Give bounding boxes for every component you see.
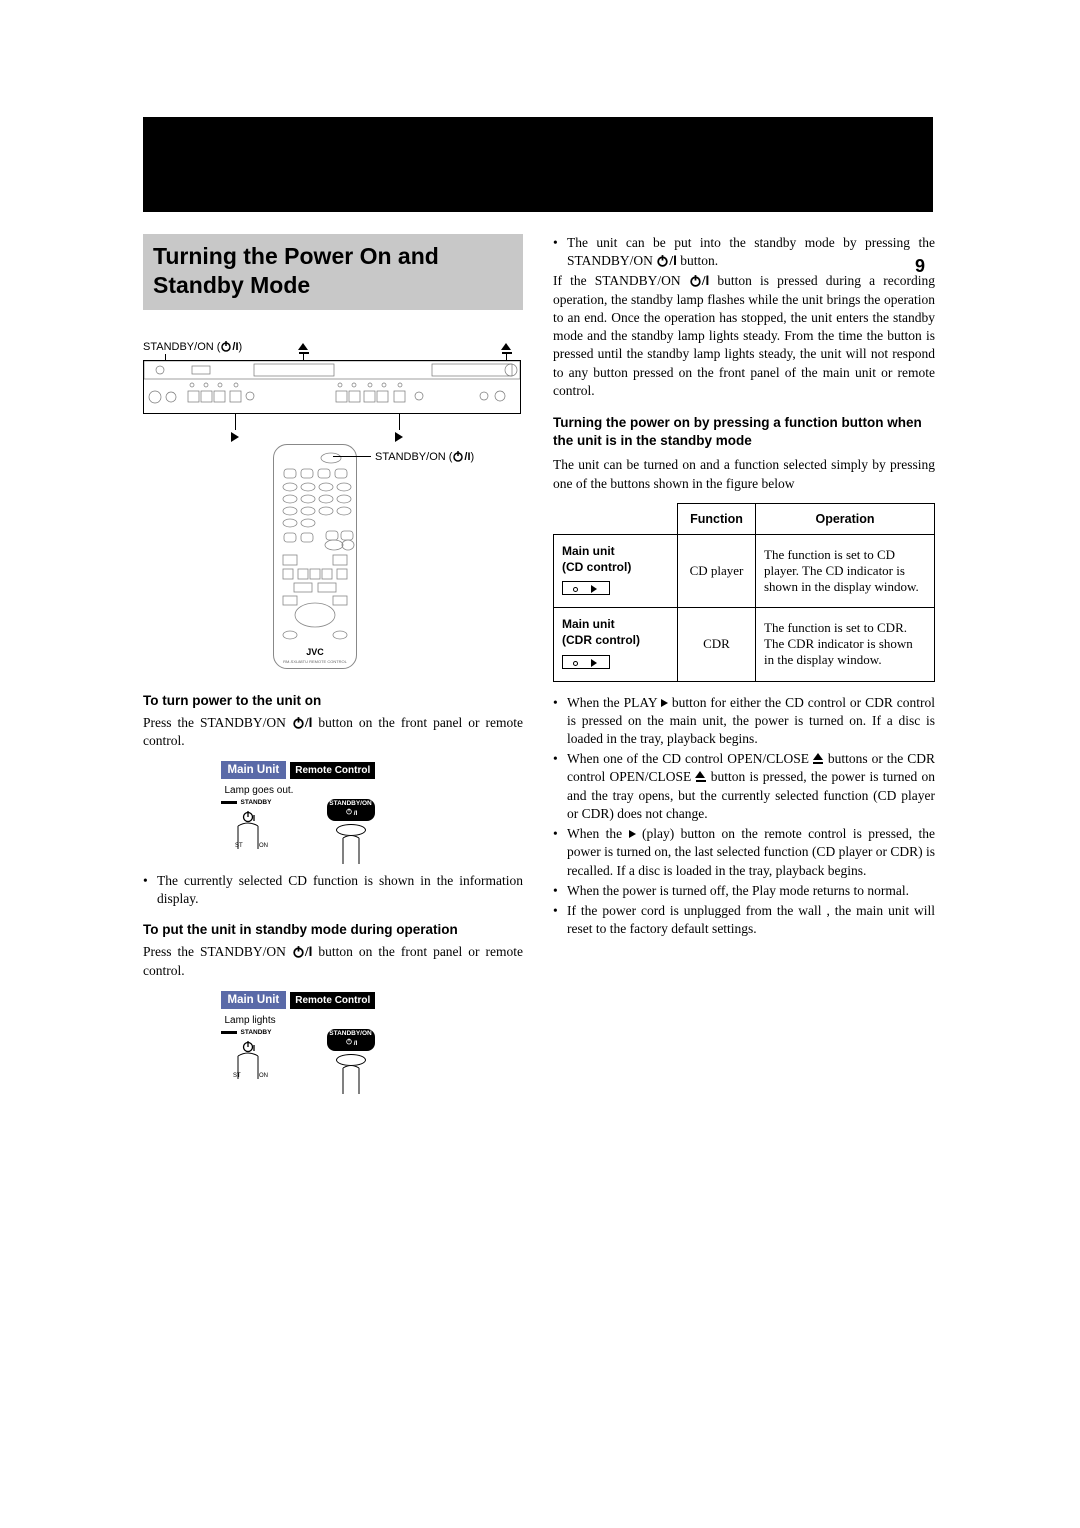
function-table: Function Operation Main unit(CD control)…: [553, 503, 935, 682]
play-icon: [629, 830, 636, 838]
power-icon: [656, 254, 669, 267]
main-unit-callouts: STANDBY/ON (/I): [143, 340, 523, 356]
power-icon: [452, 450, 464, 462]
para-press-standby-2: Press the STANDBY/ON /I button on the fr…: [143, 943, 523, 979]
mini-remote-standby: STANDBY/ON/I: [327, 1029, 375, 1094]
cell-op-cd: The function is set to CD player. The CD…: [756, 534, 935, 607]
bullet-list-1: The currently selected CD function is sh…: [143, 872, 523, 908]
table-header-row: Function Operation: [554, 503, 935, 534]
para-press-standby-1: Press the STANDBY/ON /I button on the fr…: [143, 714, 523, 750]
cell-fn-cdr: CDR: [678, 608, 756, 681]
svg-text:RM-SXL88TU REMOTE CONTROL: RM-SXL88TU REMOTE CONTROL: [283, 659, 348, 664]
subheading-turn-on-by-function: Turning the power on by pressing a funct…: [553, 414, 935, 450]
mini-diagram-on: Main UnitRemote Control Lamp goes out. S…: [221, 760, 446, 864]
tiny-play-box-icon: [562, 655, 610, 669]
label-main-unit: Main Unit: [221, 991, 287, 1009]
bullet-play-button: When the PLAY button for either the CD c…: [553, 694, 935, 749]
main-unit-play-callouts: [143, 414, 523, 440]
bullet-remote-play: When the (play) button on the remote con…: [553, 825, 935, 880]
para-figure-below: The unit can be turned on and a function…: [553, 456, 935, 492]
table-row-cdr: Main unit(CDR control) CDR The function …: [554, 608, 935, 681]
bullet-power-off-normal: When the power is turned off, the Play m…: [553, 882, 935, 900]
subheading-standby: To put the unit in standby mode during o…: [143, 922, 523, 937]
remote-figure-wrap: JVC RM-SXL88TU REMOTE CONTROL STANDBY/ON…: [143, 444, 523, 679]
left-column: Turning the Power On and Standby Mode ST…: [143, 234, 523, 1102]
svg-text:ON: ON: [259, 843, 268, 849]
label-main-unit: Main Unit: [221, 761, 287, 779]
section-heading-box: Turning the Power On and Standby Mode: [143, 234, 523, 310]
svg-text:ON: ON: [259, 1073, 268, 1079]
svg-text:ST: ST: [233, 1073, 241, 1079]
remote-svg: JVC RM-SXL88TU REMOTE CONTROL: [274, 445, 356, 668]
tiny-play-box-icon: [562, 581, 610, 595]
callout-standby-on-main: STANDBY/ON (/I): [143, 340, 242, 353]
power-icon: [292, 716, 305, 729]
bullet-top-right: The unit can be put into the standby mod…: [553, 234, 935, 270]
svg-text:ST: ST: [235, 843, 243, 849]
mini-diagram-standby: Main UnitRemote Control Lamp lights STAN…: [221, 990, 446, 1094]
main-unit-figure: [143, 360, 521, 414]
row-head-cdr: Main unit(CDR control): [554, 608, 678, 681]
eject-icon: [813, 753, 824, 764]
para-recording-standby: If the STANDBY/ON /I button is pressed d…: [553, 272, 935, 400]
bullet-standby-by-pressing: The unit can be put into the standby mod…: [553, 234, 935, 270]
th-function: Function: [678, 503, 756, 534]
play-icon: [395, 432, 403, 442]
caption-lamp-lights: Lamp lights: [225, 1015, 446, 1026]
play-icon: [231, 432, 239, 442]
svg-text:JVC: JVC: [306, 647, 324, 657]
header-black-band: [143, 117, 933, 212]
subheading-turn-on: To turn power to the unit on: [143, 693, 523, 708]
cell-op-cdr: The function is set to CDR. The CDR indi…: [756, 608, 935, 681]
bullet-list-right: When the PLAY button for either the CD c…: [553, 694, 935, 939]
callout-standby-on-remote: STANDBY/ON (/I): [375, 450, 474, 463]
caption-lamp-goes-out: Lamp goes out.: [225, 785, 446, 796]
page-number: 9: [915, 256, 925, 277]
bullet-open-close: When one of the CD control OPEN/CLOSE bu…: [553, 750, 935, 823]
th-operation: Operation: [756, 503, 935, 534]
power-icon: [292, 945, 305, 958]
main-unit-svg: [144, 361, 520, 413]
bullet-cd-function-shown: The currently selected CD function is sh…: [143, 872, 523, 908]
row-head-cd: Main unit(CD control): [554, 534, 678, 607]
right-column: The unit can be put into the standby mod…: [553, 234, 935, 940]
mini-main-unit-on: STANDBY STON: [221, 799, 283, 864]
eject-icon: [695, 771, 706, 782]
section-heading: Turning the Power On and Standby Mode: [153, 242, 513, 300]
power-icon: [220, 340, 232, 352]
power-icon: [689, 274, 702, 287]
cell-fn-cd: CD player: [678, 534, 756, 607]
remote-figure: JVC RM-SXL88TU REMOTE CONTROL: [273, 444, 357, 669]
play-icon: [661, 699, 668, 707]
label-remote-control: Remote Control: [290, 992, 375, 1009]
mini-remote-on: STANDBY/ON/I: [327, 799, 375, 864]
bullet-unplug-reset: If the power cord is unplugged from the …: [553, 902, 935, 938]
mini-main-unit-standby: STANDBY STON: [221, 1029, 283, 1094]
label-remote-control: Remote Control: [290, 762, 375, 779]
table-row-cd: Main unit(CD control) CD player The func…: [554, 534, 935, 607]
